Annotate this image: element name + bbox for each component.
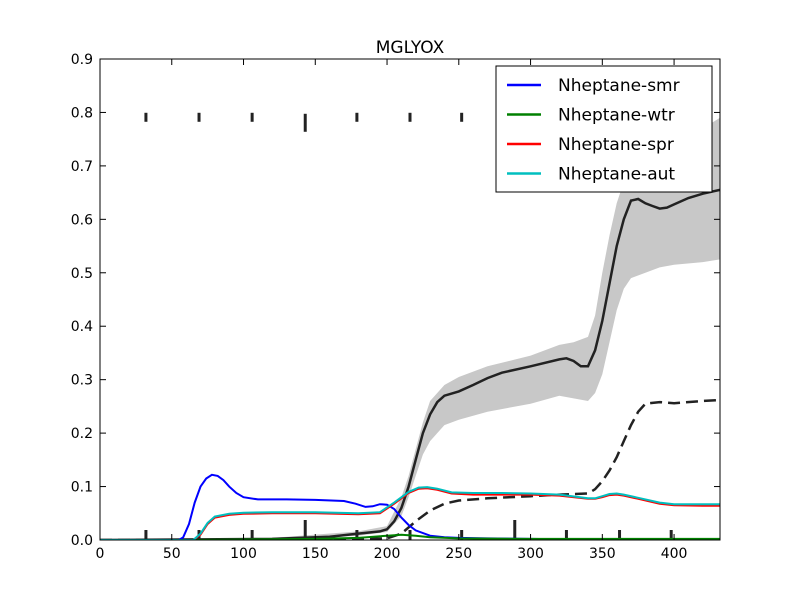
- x-tick-label: 0: [96, 546, 105, 562]
- x-tick-label: 100: [230, 546, 257, 562]
- y-tick-label: 0.7: [71, 159, 93, 175]
- x-tick-label: 250: [445, 546, 472, 562]
- series-line-Nheptane-wtr: [100, 533, 720, 540]
- y-tick-label: 0.8: [71, 105, 93, 121]
- x-tick-label: 350: [589, 546, 616, 562]
- series-line-Nheptane-spr: [100, 487, 720, 540]
- series-line-Nheptane-aut: [100, 486, 720, 540]
- legend: Nheptane-smr Nheptane-wtr Nheptane-spr Nhep…: [495, 65, 713, 193]
- x-tick-label: 50: [163, 546, 181, 562]
- x-tick-label: 200: [374, 546, 401, 562]
- legend-label: Nheptane-spr: [558, 135, 674, 155]
- x-tick-label: 400: [661, 546, 688, 562]
- y-tick-label: 0.9: [71, 52, 93, 68]
- reference-dashed-line: [100, 398, 720, 540]
- y-tick-label: 0.6: [71, 212, 93, 228]
- y-tick-label: 0.4: [71, 319, 93, 335]
- y-tick-label: 0.3: [71, 373, 93, 389]
- reference-mean-line: [100, 188, 720, 540]
- y-tick-label: 0.1: [71, 480, 93, 496]
- legend-label: Nheptane-wtr: [558, 106, 675, 126]
- axes-frame: [99, 58, 721, 541]
- y-tick-label: 0.0: [71, 533, 93, 549]
- axis-ticks: 0 50 100 150 200 250 300 350 400 0.0 0.1 0.2 0.3 0.4 0…: [71, 52, 720, 562]
- chart-title: MGLYOX: [376, 38, 445, 58]
- legend-label: Nheptane-aut: [558, 165, 675, 185]
- y-tick-label: 0.5: [71, 266, 93, 282]
- x-tick-label: 300: [517, 546, 544, 562]
- y-tick-label: 0.2: [71, 426, 93, 442]
- legend-label: Nheptane-smr: [558, 76, 680, 96]
- x-tick-label: 150: [302, 546, 329, 562]
- legend-box: [495, 65, 713, 193]
